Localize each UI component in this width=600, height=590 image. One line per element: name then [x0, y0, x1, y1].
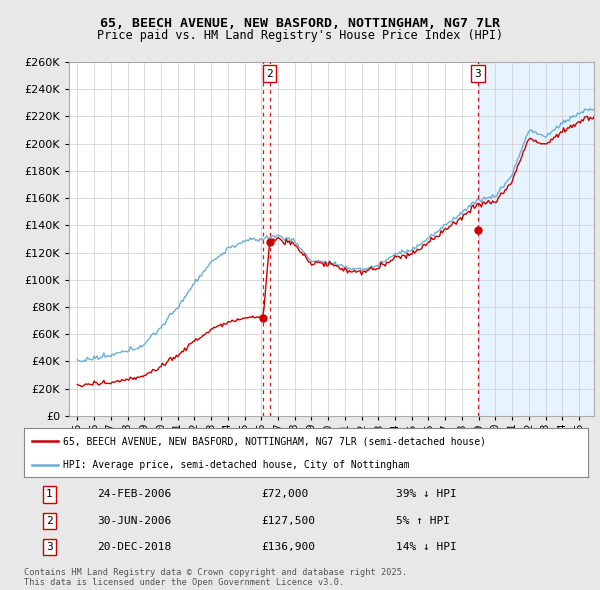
- Text: 65, BEECH AVENUE, NEW BASFORD, NOTTINGHAM, NG7 7LR (semi-detached house): 65, BEECH AVENUE, NEW BASFORD, NOTTINGHA…: [64, 437, 487, 447]
- Text: £72,000: £72,000: [261, 489, 308, 499]
- Text: 2: 2: [266, 69, 273, 78]
- Text: £136,900: £136,900: [261, 542, 315, 552]
- Text: 3: 3: [475, 69, 481, 78]
- Text: 3: 3: [46, 542, 53, 552]
- Text: £127,500: £127,500: [261, 516, 315, 526]
- Text: 5% ↑ HPI: 5% ↑ HPI: [396, 516, 450, 526]
- Text: 20-DEC-2018: 20-DEC-2018: [97, 542, 172, 552]
- Text: 39% ↓ HPI: 39% ↓ HPI: [396, 489, 457, 499]
- Text: 14% ↓ HPI: 14% ↓ HPI: [396, 542, 457, 552]
- Text: Price paid vs. HM Land Registry's House Price Index (HPI): Price paid vs. HM Land Registry's House …: [97, 29, 503, 42]
- Bar: [478, 62, 596, 416]
- Text: 65, BEECH AVENUE, NEW BASFORD, NOTTINGHAM, NG7 7LR: 65, BEECH AVENUE, NEW BASFORD, NOTTINGHA…: [100, 17, 500, 30]
- Text: 30-JUN-2006: 30-JUN-2006: [97, 516, 172, 526]
- Text: HPI: Average price, semi-detached house, City of Nottingham: HPI: Average price, semi-detached house,…: [64, 460, 410, 470]
- Text: 2: 2: [46, 516, 53, 526]
- Text: Contains HM Land Registry data © Crown copyright and database right 2025.
This d: Contains HM Land Registry data © Crown c…: [24, 568, 407, 587]
- Text: 24-FEB-2006: 24-FEB-2006: [97, 489, 172, 499]
- Text: 1: 1: [46, 489, 53, 499]
